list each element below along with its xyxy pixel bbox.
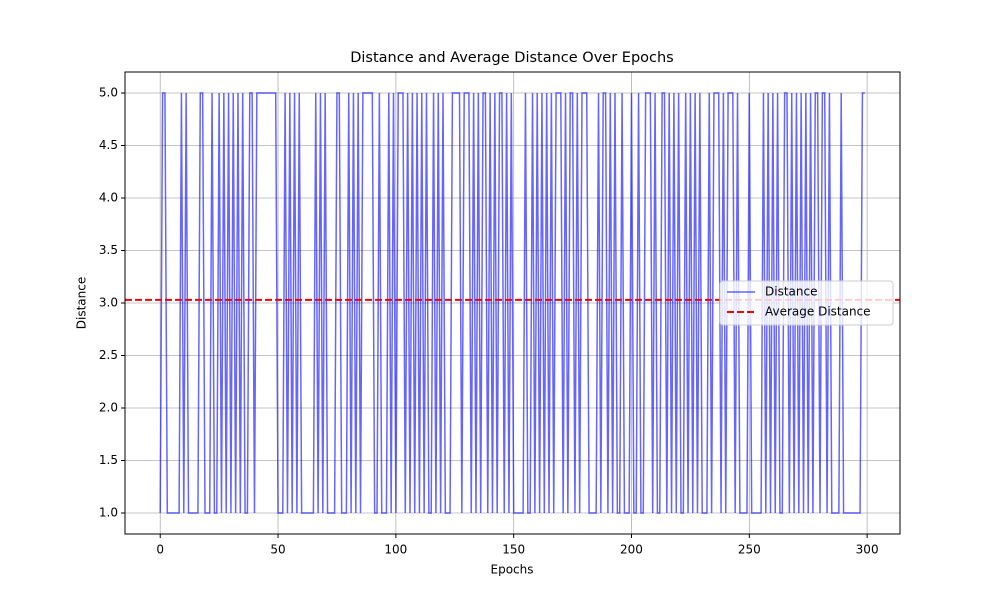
y-tick-label: 4.0 <box>99 191 118 205</box>
chart-title: Distance and Average Distance Over Epoch… <box>350 50 674 66</box>
x-tick-label: 150 <box>502 543 525 557</box>
x-tick-label: 250 <box>738 543 761 557</box>
y-axis-label: Distance <box>75 277 89 329</box>
x-tick-label: 200 <box>620 543 643 557</box>
x-tick-label: 0 <box>156 543 164 557</box>
y-tick-label: 1.0 <box>99 506 118 520</box>
y-tick-label: 4.5 <box>99 138 118 152</box>
x-tick-label: 50 <box>270 543 285 557</box>
plot-frame <box>124 71 901 535</box>
y-tick-label: 3.5 <box>99 243 118 257</box>
legend-label: Average Distance <box>765 305 871 319</box>
y-tick-label: 2.0 <box>99 401 118 415</box>
x-tick-label: 100 <box>384 543 407 557</box>
x-axis-label: Epochs <box>491 563 534 577</box>
y-tick-label: 3.0 <box>99 296 118 310</box>
legend-box <box>719 280 894 326</box>
legend: Distance Average Distance <box>719 280 894 326</box>
y-tick-label: 5.0 <box>99 86 118 100</box>
data-line <box>159 92 865 514</box>
x-tick-label: 300 <box>856 543 879 557</box>
legend-label: Distance <box>765 285 817 299</box>
y-tick-label: 2.5 <box>99 348 118 362</box>
y-tick-label: 1.5 <box>99 453 118 467</box>
